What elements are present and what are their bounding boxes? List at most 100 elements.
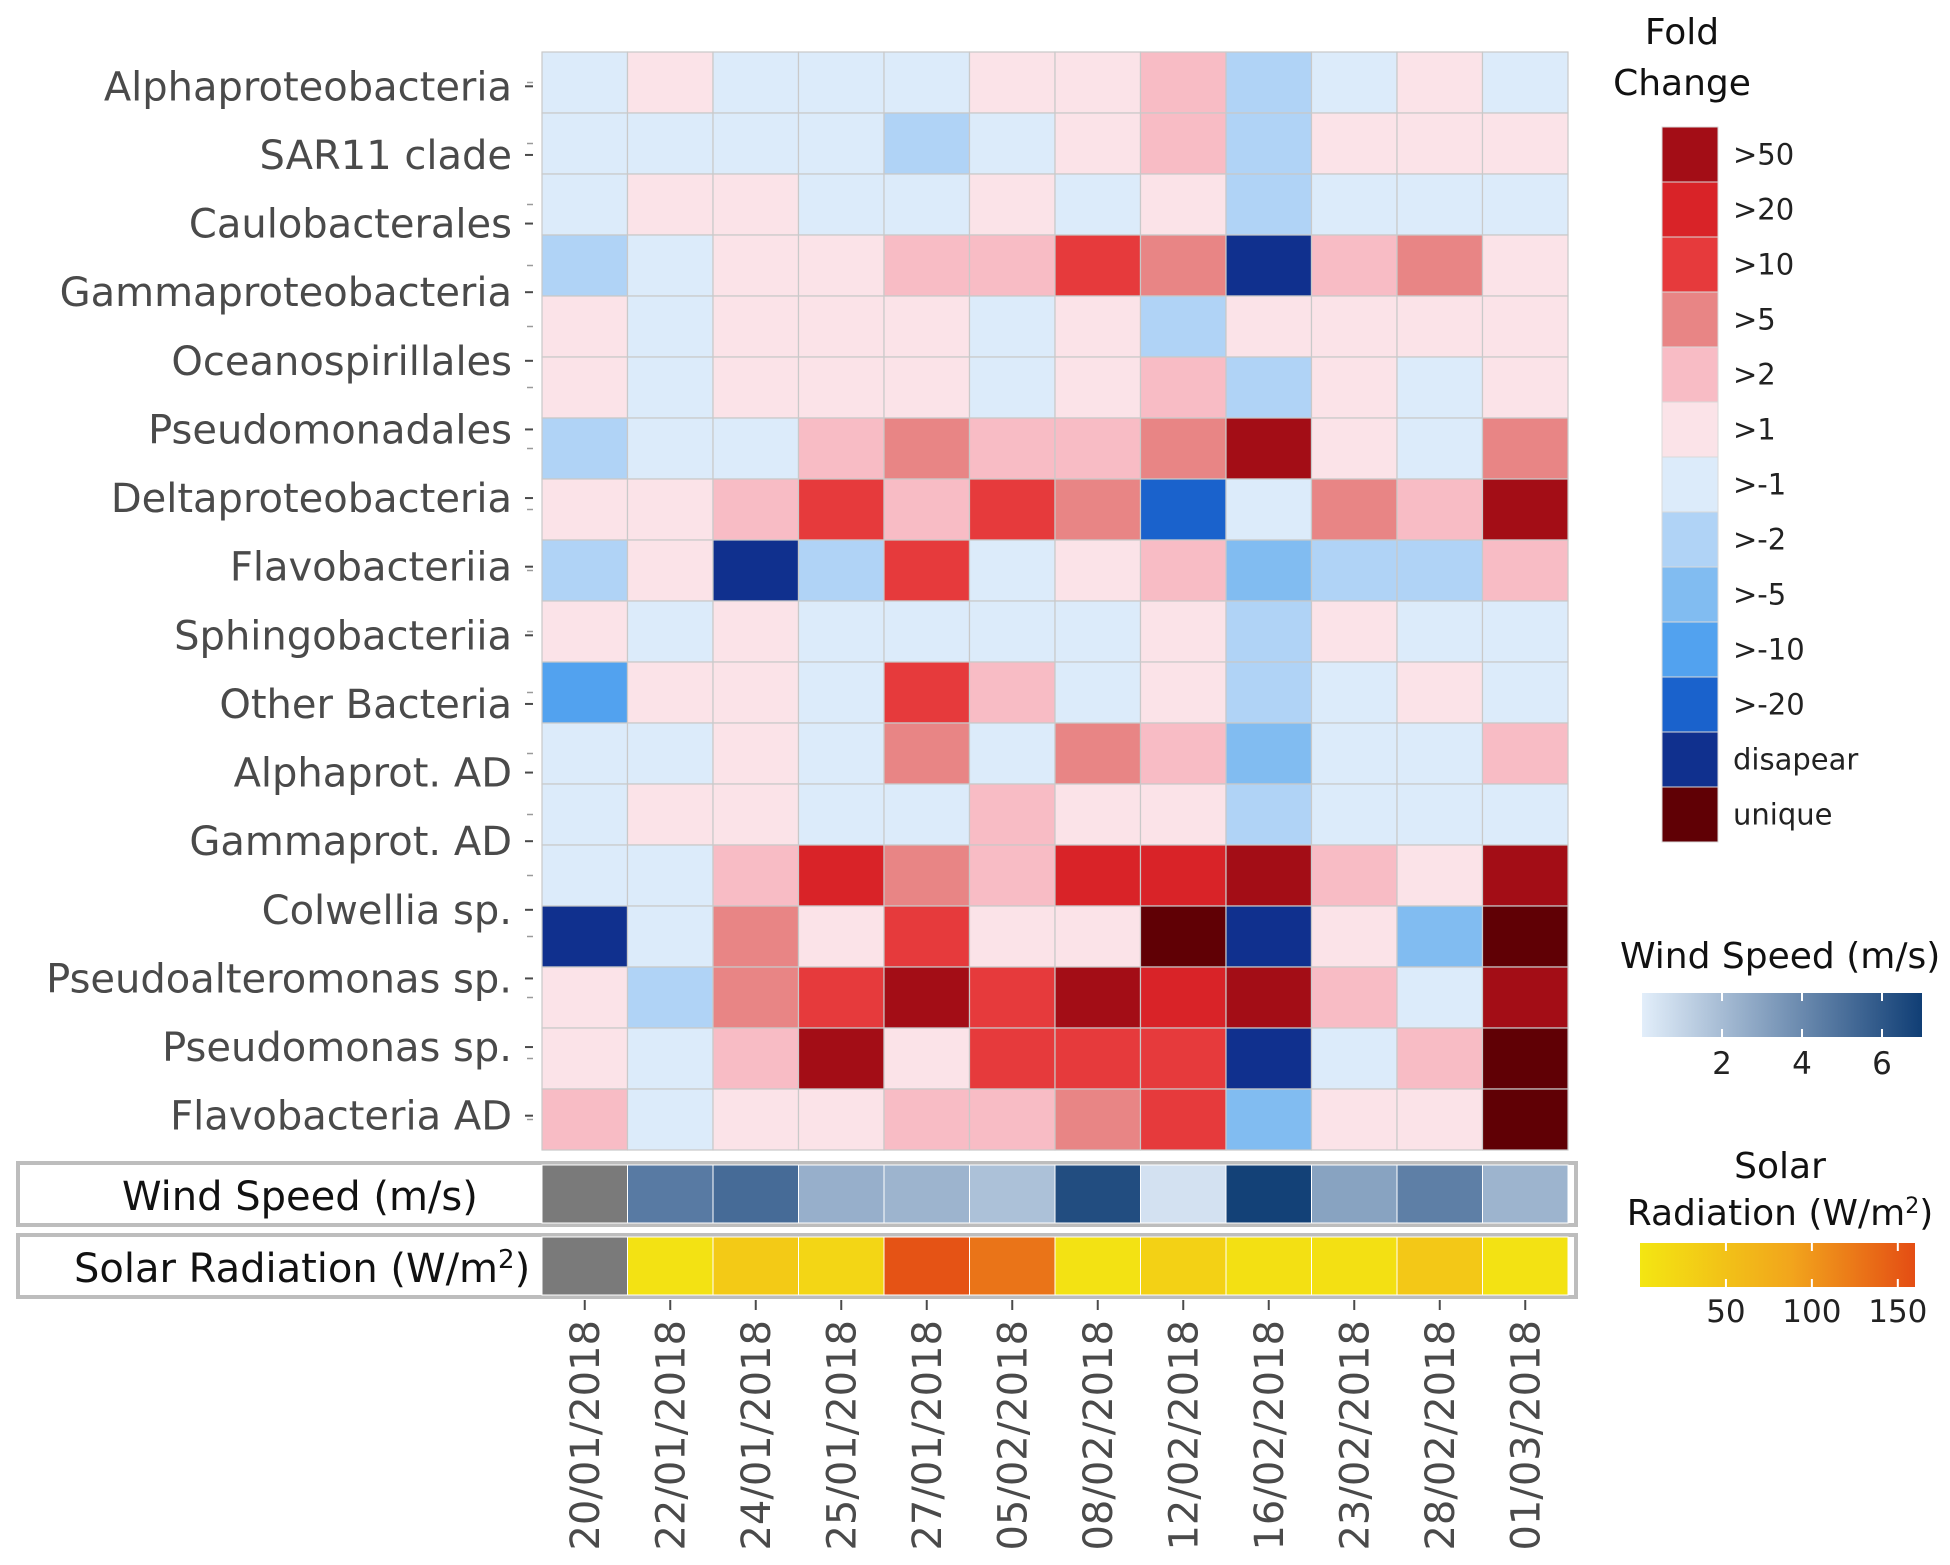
heatmap-cell — [626, 51, 714, 114]
heatmap-cell — [1054, 478, 1142, 541]
heatmap-cell — [1225, 844, 1313, 907]
legend-label: disapear — [1733, 743, 1858, 777]
heatmap-cell — [712, 783, 800, 846]
heatmap-cell — [797, 722, 885, 785]
heatmap-cell — [1310, 600, 1398, 663]
heatmap-cell — [712, 600, 800, 663]
legend-swatch — [1661, 181, 1719, 238]
heatmap-cell — [797, 417, 885, 480]
heatmap-cell — [1225, 234, 1313, 297]
heatmap-cell — [1481, 234, 1569, 297]
wind-speed-cell — [1311, 1164, 1398, 1224]
heatmap-cell — [883, 722, 971, 785]
heatmap-cell — [883, 600, 971, 663]
heatmap-cell — [1054, 51, 1142, 114]
wind-speed-cell — [969, 1164, 1056, 1224]
heatmap-cell — [541, 844, 629, 907]
heatmap-cell — [541, 295, 629, 358]
solar-radiation-cell — [1140, 1236, 1227, 1296]
heatmap-cell — [1139, 1088, 1227, 1151]
heatmap-cell — [712, 51, 800, 114]
heatmap-cell — [797, 51, 885, 114]
row-label: SAR11 clade — [259, 133, 512, 179]
legend-label: unique — [1733, 798, 1832, 832]
heatmap-cell — [626, 1088, 714, 1151]
heatmap-cell — [1310, 1088, 1398, 1151]
heatmap-cell — [1054, 539, 1142, 602]
heatmap-cell — [541, 661, 629, 724]
heatmap-cell — [712, 295, 800, 358]
heatmap-cell — [626, 1027, 714, 1090]
heatmap-cell — [626, 783, 714, 846]
legend-label: >-2 — [1733, 523, 1786, 557]
wind-speed-cell — [541, 1164, 628, 1224]
heatmap-cell — [1396, 722, 1484, 785]
heatmap-cell — [712, 905, 800, 968]
heatmap-cell — [1139, 844, 1227, 907]
heatmap-cell — [1310, 661, 1398, 724]
heatmap-cell — [626, 234, 714, 297]
heatmap-cell — [712, 173, 800, 236]
heatmap-cell — [1054, 356, 1142, 419]
heatmap-cell — [626, 600, 714, 663]
heatmap-cell — [968, 295, 1056, 358]
heatmap-cell — [1310, 112, 1398, 175]
heatmap-cell — [1396, 539, 1484, 602]
heatmap-cell — [1310, 722, 1398, 785]
row-label: Pseudoalteromonas sp. — [46, 956, 512, 1002]
heatmap-cell — [712, 661, 800, 724]
heatmap-cell — [712, 478, 800, 541]
solar-radiation-cell — [541, 1236, 628, 1296]
legend-label: >1 — [1733, 413, 1776, 447]
heatmap-cell — [1139, 1027, 1227, 1090]
row-label: Deltaproteobacteria — [111, 476, 512, 522]
heatmap-cell — [1225, 661, 1313, 724]
heatmap-cell — [1139, 112, 1227, 175]
heatmap-cell — [1396, 51, 1484, 114]
heatmap-cell — [1481, 844, 1569, 907]
heatmap-cell — [541, 905, 629, 968]
row-label: Alphaproteobacteria — [104, 64, 512, 110]
heatmap-cell — [1225, 112, 1313, 175]
column-label: 27/01/2018 — [905, 1320, 951, 1551]
wind-speed-cell — [798, 1164, 885, 1224]
heatmap-cell — [712, 417, 800, 480]
heatmap-cell — [1054, 234, 1142, 297]
heatmap-cell — [1139, 539, 1227, 602]
heatmap-grid — [541, 51, 1569, 1151]
legend-label: >5 — [1733, 303, 1776, 337]
column-label: 23/02/2018 — [1332, 1320, 1378, 1551]
heatmap-cell — [626, 173, 714, 236]
legend-swatch — [1661, 786, 1719, 843]
heatmap-cell — [1310, 478, 1398, 541]
solar-legend-tick-label: 50 — [1706, 1294, 1745, 1330]
heatmap-cell — [1396, 112, 1484, 175]
heatmap-cell — [1225, 1088, 1313, 1151]
heatmap-cell — [1396, 966, 1484, 1029]
heatmap-cell — [626, 905, 714, 968]
row-label: Flavobacteriia — [230, 545, 512, 591]
heatmap-cell — [1481, 356, 1569, 419]
heatmap-cell — [1225, 295, 1313, 358]
heatmap-cell — [1139, 234, 1227, 297]
heatmap-cell — [1225, 783, 1313, 846]
wind-speed-cell — [1396, 1164, 1483, 1224]
heatmap-cell — [541, 51, 629, 114]
solar-radiation-cell — [969, 1236, 1056, 1296]
solar-radiation-cell — [883, 1236, 970, 1296]
heatmap-cell — [1481, 1088, 1569, 1151]
heatmap-cell — [1310, 417, 1398, 480]
heatmap-cell — [626, 966, 714, 1029]
heatmap-cell — [1481, 1027, 1569, 1090]
heatmap-cell — [1225, 905, 1313, 968]
row-label: Pseudomonadales — [148, 407, 512, 453]
heatmap-cell — [1054, 966, 1142, 1029]
heatmap-cell — [712, 234, 800, 297]
heatmap-cell — [1054, 722, 1142, 785]
heatmap-cell — [1481, 112, 1569, 175]
heatmap-cell — [541, 1027, 629, 1090]
solar-radiation-cell — [627, 1236, 714, 1296]
heatmap-cell — [883, 478, 971, 541]
heatmap-cell — [1481, 173, 1569, 236]
legend-swatch — [1661, 566, 1719, 623]
